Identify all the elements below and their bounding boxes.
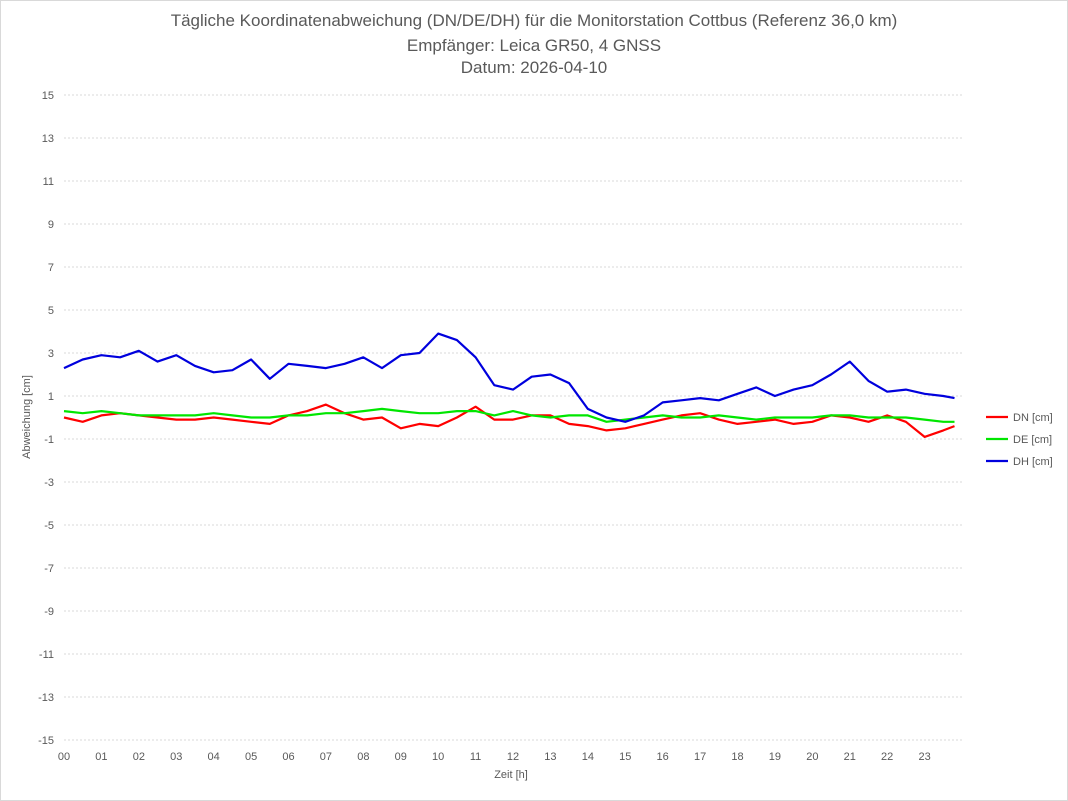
x-tick-label: 15: [619, 751, 631, 763]
x-axis-title: Zeit [h]: [494, 769, 528, 781]
x-tick-label: 20: [806, 751, 818, 763]
x-tick-labels: 00 01 02 03 04 05 06 07 08 09 10 11 12 13 14 15 16 17 18 19…: [58, 751, 931, 763]
x-tick-label: 04: [208, 751, 220, 763]
y-tick-labels: 15 13 11 9 7 5 3 1 -1 -3 -5 -7 -9 -11 -13 -15: [38, 90, 54, 747]
legend: DN [cm] DE [cm] DH [cm]: [986, 412, 1053, 468]
chart-subtitle: Empfänger: Leica GR50, 4 GNSS: [406, 36, 662, 55]
x-tick-label: 13: [544, 751, 556, 763]
x-tick-label: 14: [582, 751, 594, 763]
grid-layer: [64, 94, 962, 741]
y-tick-label: 3: [48, 348, 54, 360]
y-tick-label: 11: [43, 176, 54, 188]
x-tick-label: 00: [58, 751, 70, 763]
y-tick-label: 7: [48, 262, 54, 274]
x-tick-label: 16: [657, 751, 669, 763]
series-line-0: [63, 403, 955, 438]
y-axis-title: Abweichung [cm]: [21, 375, 33, 459]
y-tick-label: 5: [48, 305, 54, 317]
legend-label-1: DE [cm]: [1013, 434, 1052, 446]
chart-title: Tägliche Koordinatenabweichung (DN/DE/DH…: [170, 11, 898, 30]
y-tick-label: -11: [39, 649, 54, 661]
y-tick-label: 1: [48, 391, 54, 403]
y-tick-label: 9: [48, 219, 54, 231]
x-tick-label: 09: [395, 751, 407, 763]
x-tick-label: 21: [844, 751, 856, 763]
x-tick-label: 18: [731, 751, 743, 763]
x-tick-label: 07: [320, 751, 332, 763]
x-tick-label: 11: [470, 751, 481, 763]
y-tick-label: 15: [42, 90, 54, 102]
y-tick-label: -5: [44, 520, 54, 532]
series-line-2: [63, 332, 955, 423]
series-line-1: [63, 407, 955, 423]
y-tick-label: -13: [38, 692, 54, 704]
y-tick-label: -15: [38, 735, 54, 747]
x-tick-label: 02: [133, 751, 145, 763]
x-tick-label: 17: [694, 751, 706, 763]
x-tick-label: 03: [170, 751, 182, 763]
x-tick-label: 10: [432, 751, 444, 763]
x-tick-label: 05: [245, 751, 257, 763]
x-tick-label: 23: [918, 751, 930, 763]
x-tick-label: 19: [769, 751, 781, 763]
y-tick-label: 13: [42, 133, 54, 145]
y-tick-label: -9: [44, 606, 54, 618]
y-tick-label: -3: [44, 477, 54, 489]
x-tick-label: 22: [881, 751, 893, 763]
x-tick-label: 08: [357, 751, 369, 763]
y-tick-label: -7: [44, 563, 54, 575]
x-tick-label: 01: [95, 751, 107, 763]
series-layer: [63, 332, 955, 438]
x-tick-label: 06: [282, 751, 294, 763]
y-tick-label: -1: [44, 434, 54, 446]
legend-label-0: DN [cm]: [1013, 412, 1053, 424]
legend-label-2: DH [cm]: [1013, 456, 1053, 468]
x-tick-label: 12: [507, 751, 519, 763]
chart-date: Datum: 2026-04-10: [460, 58, 608, 77]
